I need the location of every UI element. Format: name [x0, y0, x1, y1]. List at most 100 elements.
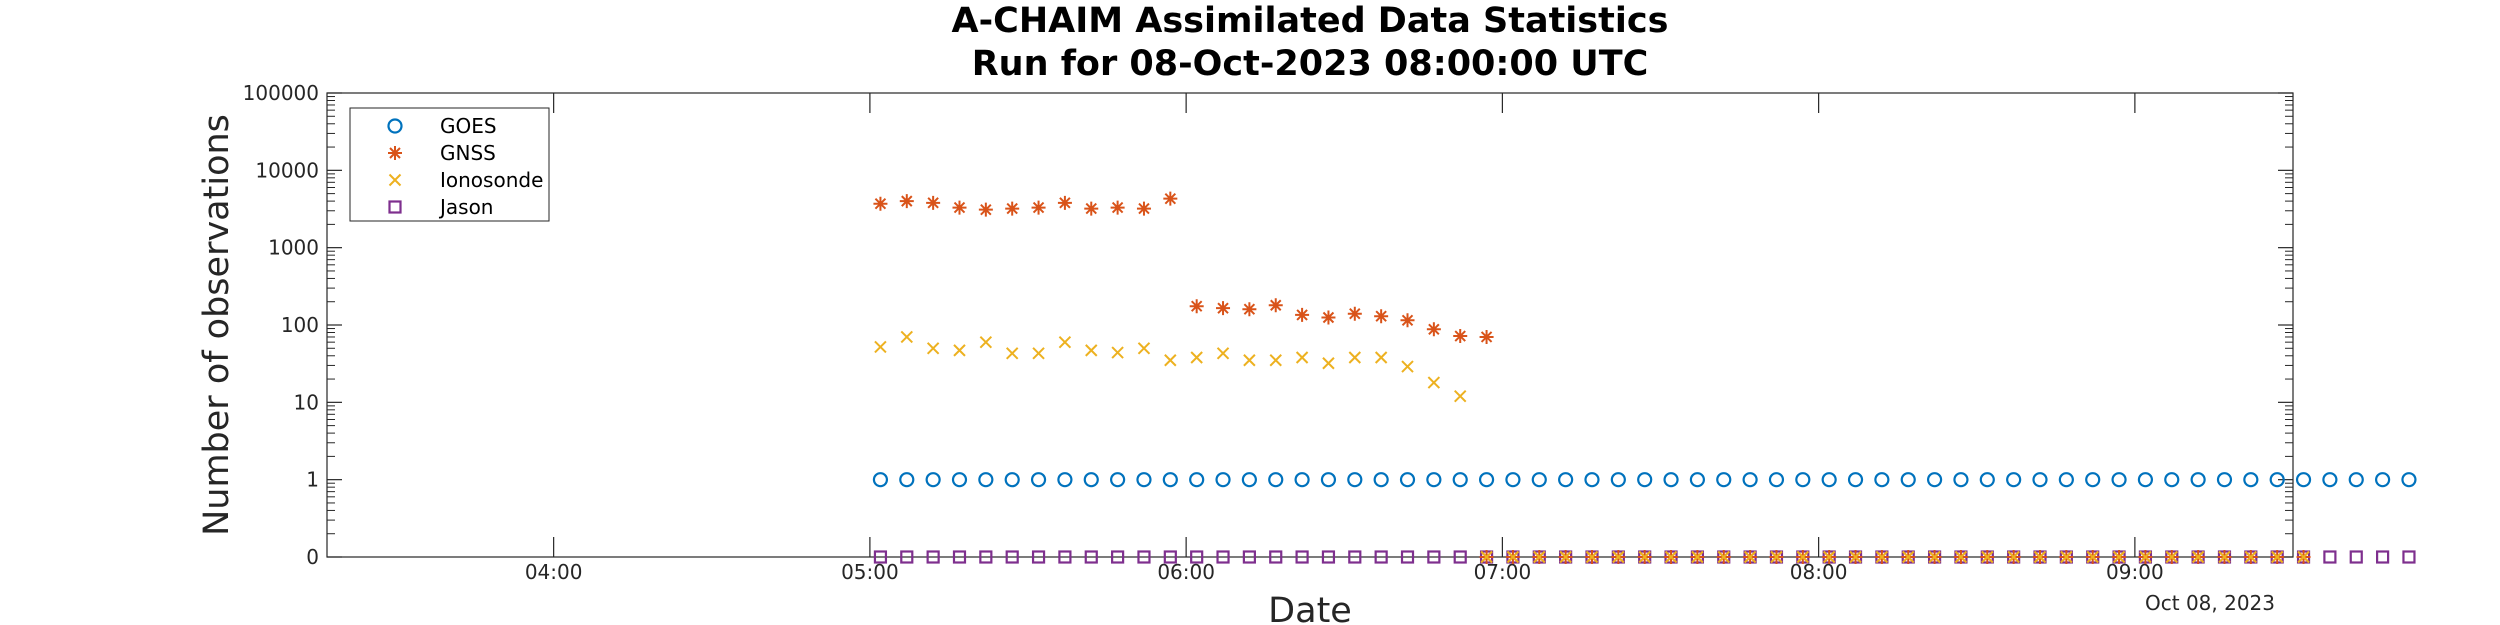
y-tick-label: 100	[281, 313, 319, 337]
data-point-goes	[2322, 472, 2338, 488]
data-point-jason	[1005, 550, 1019, 564]
data-point-goes	[872, 472, 889, 488]
data-point-gnss	[978, 202, 993, 217]
data-point-goes	[2348, 472, 2364, 488]
data-point-goes	[2243, 472, 2259, 488]
data-point-jason	[2349, 550, 2363, 564]
legend-box	[349, 107, 550, 222]
data-point-jason	[1163, 550, 1177, 564]
data-point-ionosonde	[1190, 351, 1203, 364]
data-point-ionosonde	[1058, 335, 1072, 349]
data-point-ionosonde	[1269, 354, 1282, 367]
data-point-goes	[1610, 472, 1626, 488]
data-point-goes	[1768, 472, 1785, 488]
data-point-goes	[2032, 472, 2048, 488]
data-point-ionosonde	[1295, 351, 1309, 364]
data-point-ionosonde	[1322, 357, 1335, 370]
data-point-goes	[1478, 472, 1495, 488]
data-point-ionosonde	[1111, 346, 1124, 359]
data-point-jason	[900, 550, 914, 564]
data-point-goes	[1426, 472, 1442, 488]
data-point-ionosonde	[1005, 347, 1019, 360]
data-point-x-zero	[2244, 550, 2258, 564]
legend-marker-goes	[387, 118, 403, 134]
data-point-x-zero	[1664, 550, 1678, 564]
data-point-gnss	[1321, 310, 1336, 325]
legend-marker-jason	[388, 200, 402, 214]
data-point-goes	[1268, 472, 1284, 488]
data-point-jason	[1321, 550, 1336, 564]
data-point-goes	[1030, 472, 1047, 488]
data-point-jason	[1084, 550, 1098, 564]
y-tick-label: 1000	[268, 236, 319, 260]
y-tick-label: 100000	[243, 81, 319, 105]
data-point-gnss	[952, 200, 967, 215]
data-point-goes	[1874, 472, 1890, 488]
data-point-ionosonde	[1137, 342, 1151, 355]
data-point-goes	[2216, 472, 2233, 488]
data-point-goes	[1189, 472, 1205, 488]
data-point-gnss	[1374, 309, 1389, 324]
legend-marker-ionosonde	[388, 173, 402, 187]
data-point-x-zero	[1743, 550, 1757, 564]
data-point-x-zero	[1902, 550, 1915, 564]
data-point-jason	[1058, 550, 1072, 564]
data-point-ionosonde	[1427, 376, 1441, 389]
data-point-jason	[926, 550, 940, 564]
data-point-goes	[1637, 472, 1653, 488]
data-point-gnss	[1295, 307, 1310, 322]
data-point-goes	[2401, 472, 2417, 488]
x-tick-label: 05:00	[841, 560, 899, 584]
data-point-goes	[1373, 472, 1389, 488]
data-point-jason	[1427, 550, 1441, 564]
data-point-x-zero	[1691, 550, 1704, 564]
data-point-jason	[1348, 550, 1362, 564]
data-point-goes	[1004, 472, 1020, 488]
data-point-jason	[1137, 550, 1151, 564]
data-point-x-zero	[1981, 550, 1994, 564]
legend-marker-gnss	[388, 146, 402, 160]
data-point-ionosonde	[1085, 344, 1098, 357]
data-point-x-zero	[1717, 550, 1730, 564]
data-point-gnss	[1189, 299, 1204, 314]
plot-area	[326, 92, 2294, 558]
data-point-goes	[1452, 472, 1468, 488]
data-point-jason	[952, 550, 967, 564]
data-point-goes	[1847, 472, 1864, 488]
data-marks	[872, 191, 2417, 564]
data-point-goes	[1953, 472, 1969, 488]
data-point-x-zero	[1585, 550, 1599, 564]
data-point-x-zero	[2060, 550, 2073, 564]
data-point-jason	[1031, 550, 1046, 564]
data-point-gnss	[1057, 195, 1072, 210]
data-point-jason	[2323, 550, 2337, 564]
data-point-gnss	[1005, 201, 1020, 216]
data-point-x-zero	[1533, 550, 1546, 564]
data-point-goes	[1531, 472, 1547, 488]
data-point-jason	[1374, 550, 1388, 564]
data-point-gnss	[1347, 306, 1362, 321]
data-point-x-zero	[1612, 550, 1625, 564]
data-point-goes	[925, 472, 941, 488]
data-point-goes	[2190, 472, 2206, 488]
data-point-goes	[2164, 472, 2180, 488]
x-tick-label: 09:00	[2106, 560, 2164, 584]
data-point-goes	[978, 472, 994, 488]
data-point-x-zero	[1875, 550, 1889, 564]
chart-title-line-1: A-CHAIM Assimilated Data Statistics	[952, 1, 1669, 41]
data-point-goes	[1083, 472, 1099, 488]
data-point-ionosonde	[1164, 354, 1177, 367]
data-point-goes	[1926, 472, 1943, 488]
data-point-goes	[1162, 472, 1178, 488]
data-point-jason	[1216, 550, 1230, 564]
data-point-jason	[1269, 550, 1283, 564]
data-point-gnss	[1242, 302, 1257, 317]
y-tick-label: 10	[294, 390, 319, 414]
data-point-goes	[1347, 472, 1363, 488]
data-point-jason	[1295, 550, 1309, 564]
y-tick-label: 0	[306, 545, 319, 569]
data-point-x-zero	[2139, 550, 2152, 564]
y-tick-label: 1	[306, 468, 319, 492]
data-point-x-zero	[2086, 550, 2099, 564]
